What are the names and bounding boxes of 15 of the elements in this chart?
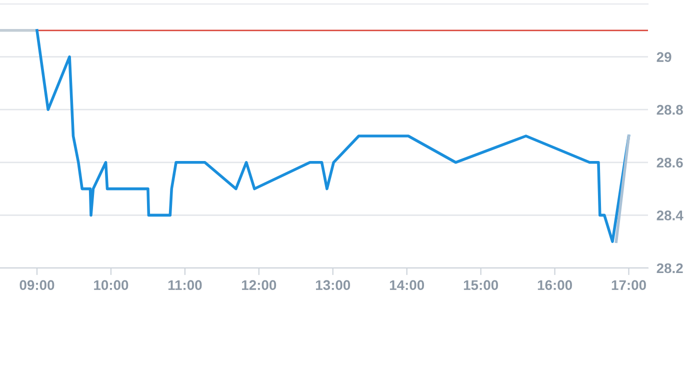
x-tick-label: 13:00 — [316, 280, 350, 290]
y-tick-label: 28.2 — [656, 263, 683, 274]
x-tick-label: 16:00 — [538, 280, 572, 290]
x-tick-label: 09:00 — [20, 280, 54, 290]
x-tick-label: 11:00 — [168, 280, 202, 290]
x-tick-label: 10:00 — [94, 280, 128, 290]
x-tick-label: 15:00 — [464, 280, 498, 290]
y-tick-label: 28.4 — [656, 210, 684, 220]
line-series — [36, 29, 630, 243]
y-tick-label: 28.6 — [656, 158, 683, 168]
x-tick-label: 12:00 — [242, 280, 276, 290]
y-tick-label: 28.8 — [656, 104, 683, 115]
y-tick-label: 29 — [656, 52, 672, 62]
x-tick-label: 17:00 — [612, 280, 646, 290]
x-tick-label: 14:00 — [390, 280, 424, 290]
